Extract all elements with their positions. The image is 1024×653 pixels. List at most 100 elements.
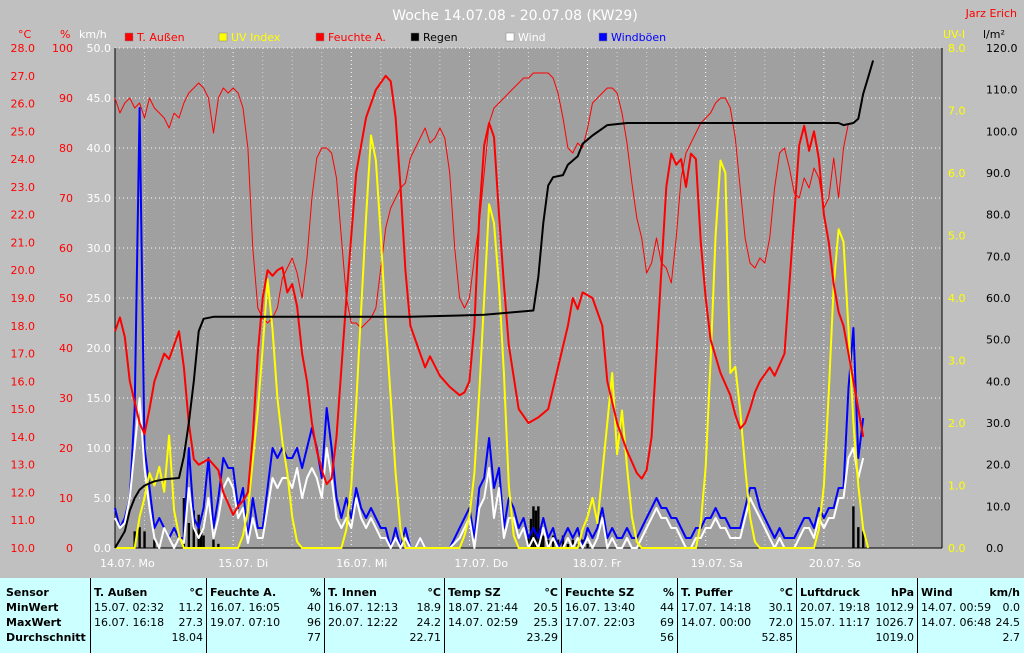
stats-max-row: 14.07. 02:59 25.3 xyxy=(445,615,558,630)
stats-column: Feuchte A.% 16.07. 16:05 40 19.07. 07:10 96 7… xyxy=(207,578,321,653)
max-time: 14.07. 00:00 xyxy=(681,616,752,629)
min-time: 14.07. 00:59 xyxy=(921,601,992,614)
tick-label: 26.0 xyxy=(11,98,36,111)
stats-column-separator xyxy=(917,578,918,653)
tick-label: 30.0 xyxy=(986,417,1011,430)
rain-bar xyxy=(217,543,220,548)
max-value: 27.3 xyxy=(178,616,204,629)
sensor-name: Wind xyxy=(921,586,953,599)
day-label: 19.07. Sa xyxy=(691,557,743,570)
sensor-name: T. Puffer xyxy=(681,586,733,599)
tick-label: 3.0 xyxy=(948,355,966,368)
tick-label: 0.0 xyxy=(986,542,1004,555)
legend-label: T. Außen xyxy=(136,31,185,44)
stats-sensor-row: Feuchte SZ% xyxy=(562,585,674,600)
avg-value: 22.71 xyxy=(409,631,442,644)
tick-label: 7.0 xyxy=(948,105,966,118)
avg-value: 18.04 xyxy=(171,631,204,644)
tick-label: 45.0 xyxy=(87,92,112,105)
stats-min-row: 15.07. 02:32 11.2 xyxy=(91,600,203,615)
series-line-wind xyxy=(114,397,865,549)
min-value: 44 xyxy=(660,601,674,614)
sensor-name: Feuchte A. xyxy=(210,586,277,599)
rain-bar xyxy=(537,506,540,548)
max-value: 1026.7 xyxy=(875,616,915,629)
day-label: 14.07. Mo xyxy=(100,557,155,570)
tick-label: 6.0 xyxy=(948,167,966,180)
sensor-unit: °C xyxy=(779,586,793,599)
stats-avg-row: 1019.0 xyxy=(797,630,915,645)
max-time: 14.07. 02:59 xyxy=(448,616,519,629)
stats-sensor-row: Feuchte A.% xyxy=(207,585,321,600)
max-time: 19.07. 07:10 xyxy=(210,616,281,629)
stats-min-row: 14.07. 00:59 0.0 xyxy=(918,600,1020,615)
wind-unit-label: km/h xyxy=(79,28,107,41)
stats-max-row: 19.07. 07:10 96 xyxy=(207,615,321,630)
max-value: 96 xyxy=(307,616,321,629)
min-time: 16.07. 16:05 xyxy=(210,601,281,614)
tick-label: 35.0 xyxy=(87,192,112,205)
tick-label: 13.0 xyxy=(11,459,36,472)
tick-label: 30 xyxy=(59,392,73,405)
row-label-text: Sensor xyxy=(6,586,49,599)
day-label: 15.07. Di xyxy=(218,557,268,570)
tick-label: 40.0 xyxy=(986,375,1011,388)
max-value: 24.5 xyxy=(995,616,1021,629)
rain-bar xyxy=(561,535,565,548)
tick-label: 4.0 xyxy=(948,292,966,305)
tick-label: 10.0 xyxy=(11,542,36,555)
legend-swatch xyxy=(315,32,325,42)
uv-unit-label: UV-I xyxy=(943,28,965,41)
stats-column-separator xyxy=(561,578,562,653)
row-label-text: MaxWert xyxy=(6,616,62,629)
tick-label: 60.0 xyxy=(986,292,1011,305)
avg-value: 2.7 xyxy=(1002,631,1021,644)
rain-bar xyxy=(556,539,560,548)
tick-label: 40 xyxy=(59,342,73,355)
max-value: 25.3 xyxy=(533,616,559,629)
stats-avg-row: 22.71 xyxy=(325,630,442,645)
max-time: 17.07. 22:03 xyxy=(565,616,636,629)
legend-label: Wind xyxy=(518,31,546,44)
min-value: 20.5 xyxy=(533,601,559,614)
stats-sensor-row: Temp SZ °C xyxy=(445,585,558,600)
stats-sensor-row: T. Innen °C xyxy=(325,585,441,600)
hum-unit-label: % xyxy=(60,28,70,41)
avg-value: 23.29 xyxy=(526,631,559,644)
stats-row-label: MaxWert xyxy=(6,615,91,630)
rain-bar xyxy=(212,539,215,548)
min-time: 18.07. 21:44 xyxy=(448,601,519,614)
tick-label: 0.0 xyxy=(94,542,112,555)
tick-label: 110.0 xyxy=(986,84,1018,97)
stats-sensor-row: T. Außen °C xyxy=(91,585,203,600)
sensor-unit: % xyxy=(309,586,321,599)
day-label: 16.07. Mi xyxy=(336,557,387,570)
stats-max-row: 16.07. 16:18 27.3 xyxy=(91,615,203,630)
rain-bar xyxy=(138,527,141,548)
rain-bar xyxy=(862,531,865,548)
min-time: 16.07. 12:13 xyxy=(328,601,399,614)
max-time: 14.07. 06:48 xyxy=(921,616,992,629)
max-time: 15.07. 11:17 xyxy=(800,616,871,629)
stats-min-row: 17.07. 14:18 30.1 xyxy=(678,600,793,615)
min-time: 15.07. 02:32 xyxy=(94,601,165,614)
stats-min-row: 16.07. 16:05 40 xyxy=(207,600,321,615)
row-label-text: MinWert xyxy=(6,601,59,614)
tick-label: 25.0 xyxy=(11,125,36,138)
min-value: 0.0 xyxy=(1002,601,1021,614)
rain-bar xyxy=(527,535,530,548)
avg-value: 56 xyxy=(660,631,674,644)
stats-avg-row: 2.7 xyxy=(918,630,1021,645)
avg-value: 77 xyxy=(307,631,321,644)
rain-bar xyxy=(551,535,555,548)
stats-column: Temp SZ °C 18.07. 21:44 20.5 14.07. 02:59 25.… xyxy=(445,578,558,653)
stats-column: T. Puffer °C 17.07. 14:18 30.1 14.07. 00:00 7… xyxy=(678,578,793,653)
rain-bar xyxy=(199,531,203,548)
tick-label: 100.0 xyxy=(986,125,1018,138)
stats-max-row: 15.07. 11:17 1026.7 xyxy=(797,615,914,630)
legend-swatch xyxy=(505,32,515,42)
rain-bar xyxy=(202,535,205,548)
min-value: 11.2 xyxy=(178,601,204,614)
sensor-unit: km/h xyxy=(989,586,1020,599)
rain-bar xyxy=(566,543,570,548)
